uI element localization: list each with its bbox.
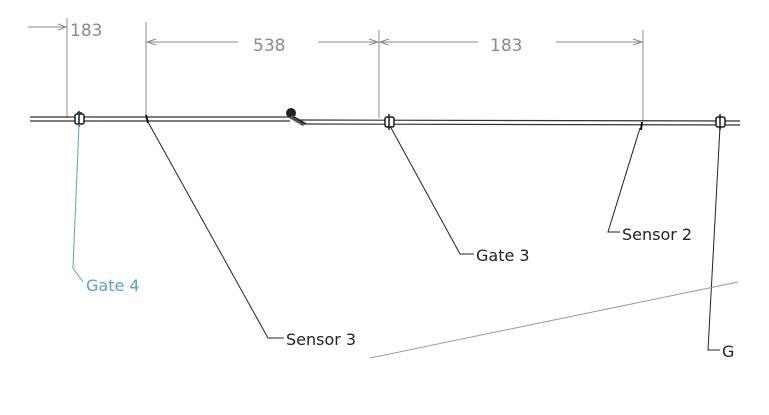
dimension-label-d1: 183 (70, 21, 102, 41)
rail (30, 116, 741, 126)
dimension-arrow-d3-left (378, 38, 390, 46)
dimension-label-d2: 538 (253, 36, 285, 56)
dimension-arrow-d2-left (145, 38, 157, 46)
elbow-joint (286, 108, 307, 126)
dimension-arrow-d2-right (368, 38, 380, 46)
rail-bottom-edge-2 (299, 123, 741, 126)
leader-gate-partial (707, 126, 721, 351)
label-sensor-2: Sensor 2 (622, 225, 692, 244)
dimension-lines (28, 18, 644, 122)
label-gate-3: Gate 3 (476, 246, 530, 265)
leader-gate-3 (389, 125, 474, 255)
leader-sensor-3 (147, 121, 284, 339)
label-sensor-3: Sensor 3 (286, 330, 356, 349)
leader-lines (72, 121, 721, 351)
sensor-3-marker (145, 114, 149, 124)
leader-sensor-2 (607, 127, 641, 233)
gate-3-clamp (384, 114, 395, 130)
sensor-2-marker (640, 121, 643, 131)
gate-4-clamp (74, 111, 85, 127)
dimension-arrow-d3-right (632, 38, 644, 46)
diagonal-reference-line (369, 281, 739, 359)
dimension-arrow-d1 (57, 23, 68, 31)
gate-partial-clamp (715, 114, 726, 130)
dimension-label-d3: 183 (490, 36, 522, 56)
rail-top-edge-2 (299, 119, 741, 122)
label-gate-4: Gate 4 (86, 276, 140, 295)
leader-gate-4 (72, 123, 84, 283)
label-gate-partial: G (722, 342, 734, 361)
